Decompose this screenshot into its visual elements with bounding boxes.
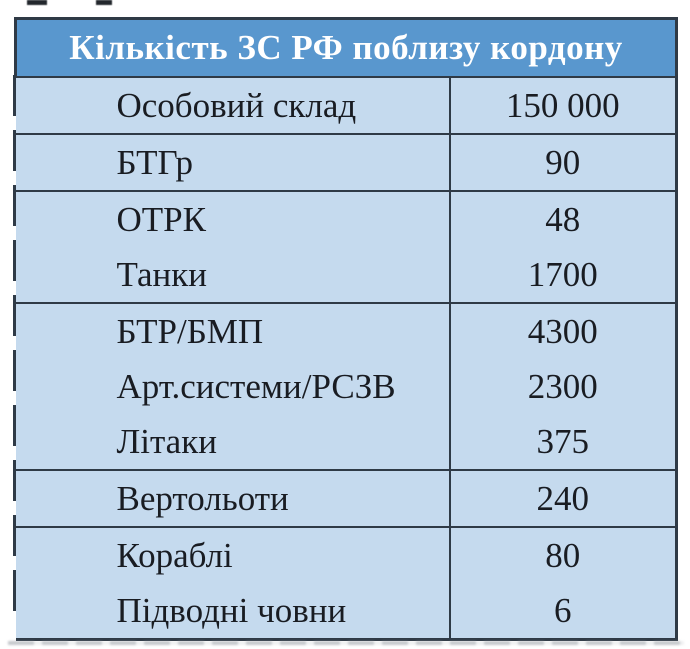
category-cell: БТГр	[15, 133, 451, 192]
category-value: 240	[536, 478, 590, 518]
top-edge-artifact	[27, 0, 47, 5]
category-value: 4300	[527, 311, 598, 351]
category-label: БТГр	[116, 142, 194, 182]
category-cell: БТР/БМП Арт.системи/РСЗВ Літаки	[15, 302, 451, 471]
value-cell: 150 000	[449, 76, 679, 135]
category-label: БТР/БМП	[116, 311, 264, 351]
category-label: Особовий склад	[116, 85, 357, 125]
data-table: Кількість ЗС РФ поблизу кордону Особовий…	[13, 17, 679, 641]
category-value: 375	[536, 421, 590, 461]
category-label: Вертольоти	[116, 478, 289, 518]
top-edge-artifact	[96, 0, 112, 5]
category-label: Кораблі	[116, 535, 233, 575]
category-label: Літаки	[116, 421, 217, 461]
table-row: БТР/БМП Арт.системи/РСЗВ Літаки 4300 230…	[15, 302, 679, 471]
table-row: Вертольоти 240	[15, 469, 679, 528]
category-value: 2300	[527, 366, 598, 406]
category-cell: Вертольоти	[15, 469, 451, 528]
category-value: 80	[545, 535, 581, 575]
category-value: 150 000	[505, 85, 620, 125]
category-value: 6	[554, 590, 572, 630]
category-label: Танки	[116, 254, 208, 294]
table-title: Кількість ЗС РФ поблизу кордону	[13, 17, 679, 78]
value-cell: 240	[449, 469, 679, 528]
bottom-edge-artifact	[8, 641, 684, 645]
value-cell: 4300 2300 375	[449, 302, 679, 471]
value-cell: 48 1700	[449, 190, 679, 304]
table-row: Особовий склад 150 000	[15, 76, 679, 135]
category-label: Підводні човни	[116, 590, 347, 630]
category-label: Арт.системи/РСЗВ	[116, 366, 396, 406]
header-row: Кількість ЗС РФ поблизу кордону	[13, 17, 679, 78]
value-cell: 80 6	[449, 526, 679, 641]
category-cell: ОТРК Танки	[15, 190, 451, 304]
value-cell: 90	[449, 133, 679, 192]
category-cell: Особовий склад	[15, 76, 451, 135]
category-value: 48	[545, 199, 581, 239]
forces-table: Кількість ЗС РФ поблизу кордону Особовий…	[13, 17, 679, 641]
category-value: 90	[545, 142, 581, 182]
category-cell: Кораблі Підводні човни	[15, 526, 451, 641]
table-row: БТГр 90	[15, 133, 679, 192]
category-label: ОТРК	[116, 199, 206, 239]
category-value: 1700	[527, 254, 598, 294]
table-row: Кораблі Підводні човни 80 6	[15, 526, 679, 641]
table-row: ОТРК Танки 48 1700	[15, 190, 679, 304]
